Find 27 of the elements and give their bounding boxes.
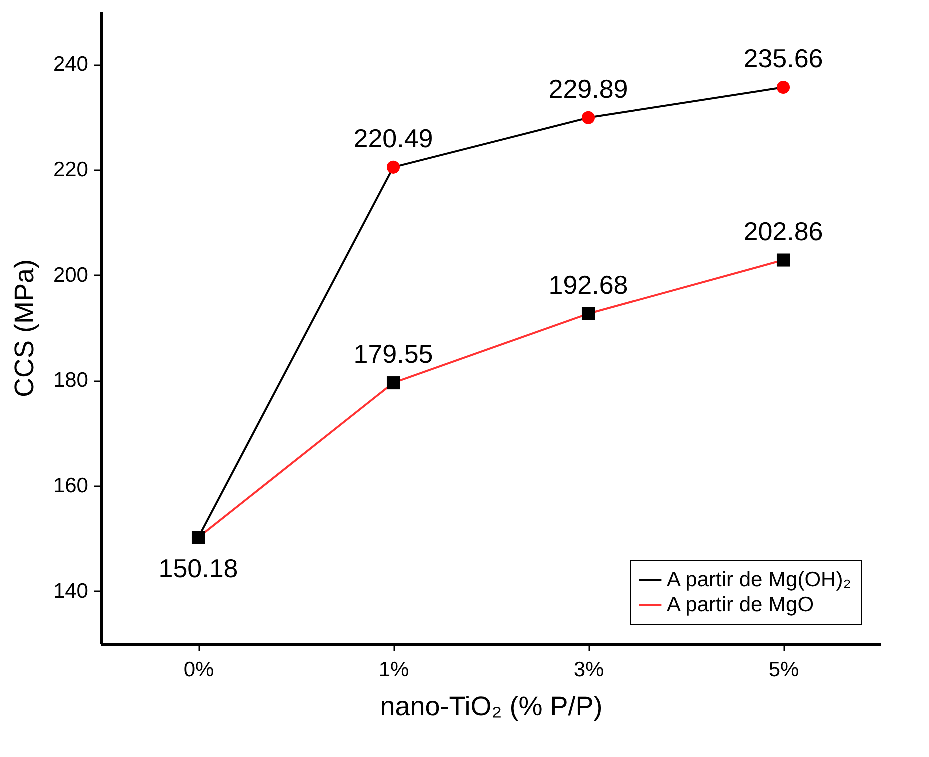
y-axis-title: CCS (MPa): [9, 259, 40, 398]
y-tick-label: 140: [53, 580, 88, 603]
x-tick-label: 1%: [378, 658, 410, 682]
point: [386, 376, 400, 390]
y-tick-label: 200: [53, 264, 88, 287]
data-label: 202.86: [744, 216, 824, 246]
y-tick-label: 220: [53, 158, 88, 182]
x-axis-title: nano-TiO₂ (% P/P): [380, 692, 603, 722]
data-label: 220.49: [354, 123, 434, 154]
legend-label: A partir de MgO: [667, 594, 814, 616]
y-tick-label: 240: [53, 53, 88, 76]
data-label: 150.18: [158, 554, 238, 584]
x-tick-label: 5%: [768, 658, 800, 682]
legend-label: A partir de Mg(OH)₂: [667, 568, 852, 592]
data-label: 235.66: [744, 44, 824, 74]
x-tick-label: 0%: [184, 658, 214, 682]
point: [386, 160, 400, 174]
data-label: 229.89: [548, 74, 628, 104]
point: [776, 254, 790, 267]
point: [776, 81, 790, 94]
data-label: 192.68: [548, 270, 628, 300]
x-tick-label: 3%: [574, 658, 604, 682]
data-label: 179.55: [354, 339, 434, 370]
point: [582, 307, 596, 320]
y-tick-label: 180: [53, 369, 88, 392]
y-tick-label: 160: [53, 474, 88, 498]
point: [582, 111, 596, 124]
